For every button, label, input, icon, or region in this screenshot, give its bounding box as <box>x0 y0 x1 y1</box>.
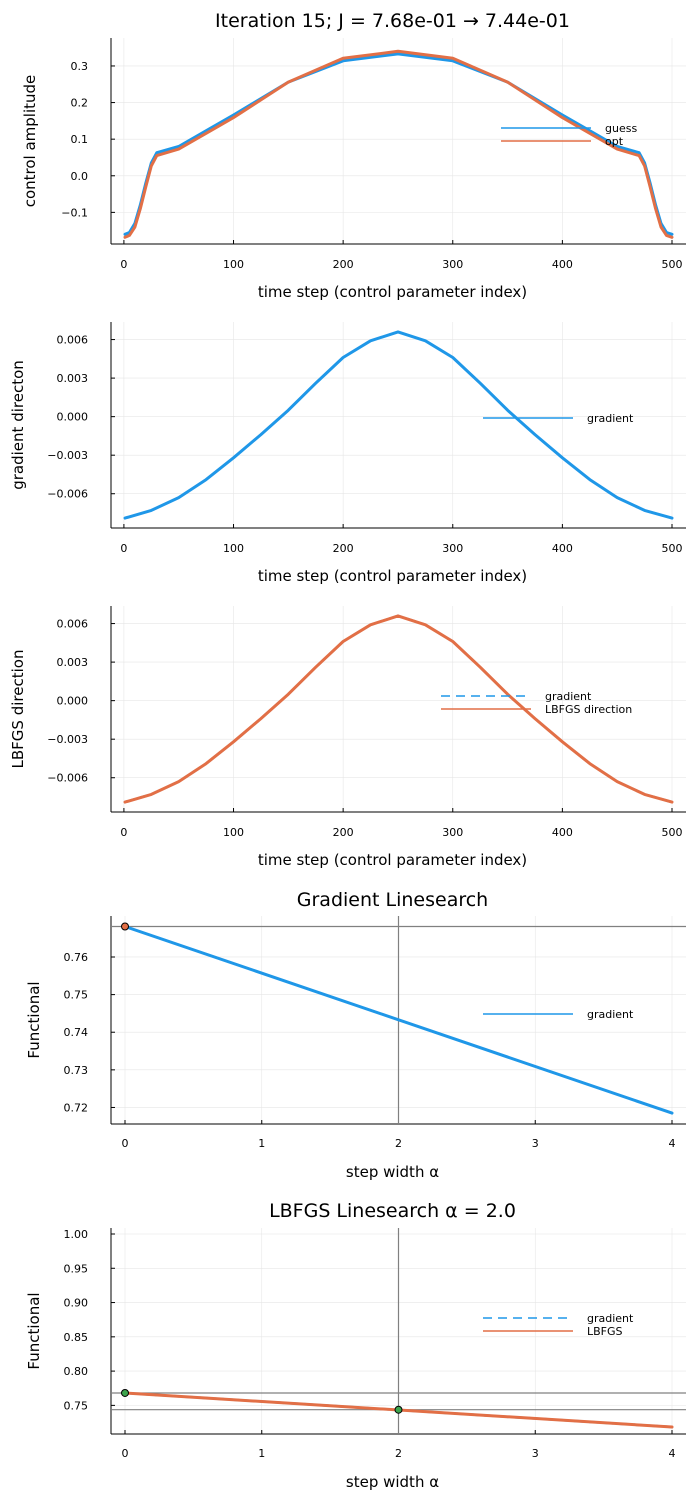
y-tick-label: −0.003 <box>47 733 88 746</box>
x-tick-label: 4 <box>669 1447 676 1460</box>
data-point-marker <box>121 922 129 931</box>
y-tick-label: 0.003 <box>57 656 89 669</box>
x-tick-label: 3 <box>532 1447 539 1460</box>
chart-gradient: 0 100 200 300 400 500 −0.006 −0.003 0.000 0.003 0.… <box>9 322 686 585</box>
x-tick-label: 4 <box>669 1137 676 1150</box>
series-line-opt <box>123 49 674 239</box>
legend-label: LBFGS <box>587 1325 623 1338</box>
x-axis-label: step width α <box>346 1163 439 1181</box>
series-line-gradient <box>123 925 674 1115</box>
x-tick-label: 400 <box>552 258 573 271</box>
legend-label: LBFGS direction <box>545 703 632 716</box>
x-tick-label: 500 <box>662 826 683 839</box>
y-tick-label: 0.80 <box>64 1365 89 1378</box>
y-tick-label: 0.003 <box>57 372 89 385</box>
chart-gradient-linesearch: 0 1 2 3 4 0.72 0.73 0.74 0.75 0.76 gradient Gradien… <box>25 889 686 1181</box>
y-tick-label: −0.006 <box>47 488 88 501</box>
y-tick-label: 1.00 <box>64 1228 89 1241</box>
x-tick-label: 100 <box>223 542 244 555</box>
x-tick-label: 2 <box>395 1137 402 1150</box>
chart-lbfgs-direction: 0 100 200 300 400 500 −0.006 −0.003 0.000 0.003 0.… <box>9 606 686 869</box>
y-tick-label: 0.73 <box>64 1064 89 1077</box>
x-tick-label: 0 <box>122 1137 129 1150</box>
y-tick-label: 0.006 <box>57 334 89 347</box>
series-line-lbfgs-direction <box>123 614 674 804</box>
legend-label: gradient <box>545 690 592 703</box>
x-tick-label: 0 <box>122 1447 129 1460</box>
x-tick-label: 0 <box>120 826 127 839</box>
y-tick-label: −0.003 <box>47 449 88 462</box>
chart-title: Iteration 15; J = 7.68e-01 → 7.44e-01 <box>215 10 570 32</box>
y-tick-label: 0.3 <box>71 60 89 73</box>
y-tick-label: 0.90 <box>64 1297 89 1310</box>
y-axis-label: gradient directon <box>9 360 27 490</box>
x-tick-label: 100 <box>223 258 244 271</box>
x-axis-label: step width α <box>346 1473 439 1491</box>
x-tick-label: 200 <box>333 826 354 839</box>
legend-label: gradient <box>587 412 634 425</box>
legend-label: gradient <box>587 1008 634 1021</box>
legend: gradient <box>483 412 634 425</box>
y-tick-label: 0.74 <box>64 1026 89 1039</box>
x-tick-label: 0 <box>120 542 127 555</box>
y-axis-label: Functional <box>25 981 43 1058</box>
y-tick-label: 0.1 <box>71 133 89 146</box>
x-tick-label: 300 <box>442 258 463 271</box>
chart-title: LBFGS Linesearch α = 2.0 <box>269 1200 516 1222</box>
y-tick-label: 0.75 <box>64 989 89 1002</box>
legend-label: guess <box>605 122 637 135</box>
x-tick-label: 1 <box>258 1137 265 1150</box>
y-tick-label: 0.95 <box>64 1262 89 1275</box>
series-line-gradient <box>123 330 674 520</box>
y-tick-label: −0.006 <box>47 772 88 785</box>
chart-control: 0 100 200 300 400 500 −0.1 0.0 0.1 0.2 0.3 guessopt… <box>21 10 686 301</box>
x-tick-label: 200 <box>333 258 354 271</box>
y-tick-label: 0.2 <box>71 97 89 110</box>
x-tick-label: 3 <box>532 1137 539 1150</box>
x-tick-label: 1 <box>258 1447 265 1460</box>
x-tick-label: 0 <box>120 258 127 271</box>
x-tick-label: 2 <box>395 1447 402 1460</box>
y-tick-label: 0.0 <box>71 170 89 183</box>
legend: gradient <box>483 1008 634 1021</box>
x-axis-label: time step (control parameter index) <box>258 567 527 585</box>
y-tick-label: 0.75 <box>64 1399 89 1412</box>
y-axis-label: Functional <box>25 1292 43 1369</box>
legend-label: gradient <box>587 1312 634 1325</box>
legend-label: opt <box>605 135 624 148</box>
y-axis-label: LBFGS direction <box>9 650 27 769</box>
y-axis-label: control amplitude <box>21 75 39 208</box>
data-point-marker <box>121 1388 129 1397</box>
y-tick-label: 0.000 <box>57 695 89 708</box>
x-tick-label: 300 <box>442 826 463 839</box>
y-tick-label: 0.76 <box>64 951 89 964</box>
chart-title: Gradient Linesearch <box>297 889 488 911</box>
y-tick-label: 0.72 <box>64 1101 89 1114</box>
data-point-marker <box>394 1405 403 1414</box>
chart-lbfgs-linesearch: 0 1 2 3 40.750.800.850.900.951.00gradientLBF… <box>25 1200 686 1491</box>
x-axis-label: time step (control parameter index) <box>258 851 527 869</box>
x-axis-label: time step (control parameter index) <box>258 283 527 301</box>
y-tick-label: 0.85 <box>64 1331 89 1344</box>
x-tick-label: 200 <box>333 542 354 555</box>
x-tick-label: 100 <box>223 826 244 839</box>
x-tick-label: 500 <box>662 258 683 271</box>
y-tick-label: −0.1 <box>61 206 88 219</box>
x-tick-label: 300 <box>442 542 463 555</box>
y-tick-label: 0.000 <box>57 411 89 424</box>
y-tick-label: 0.006 <box>57 618 89 631</box>
series-line-guess <box>123 52 674 236</box>
x-tick-label: 400 <box>552 542 573 555</box>
x-tick-label: 400 <box>552 826 573 839</box>
x-tick-label: 500 <box>662 542 683 555</box>
